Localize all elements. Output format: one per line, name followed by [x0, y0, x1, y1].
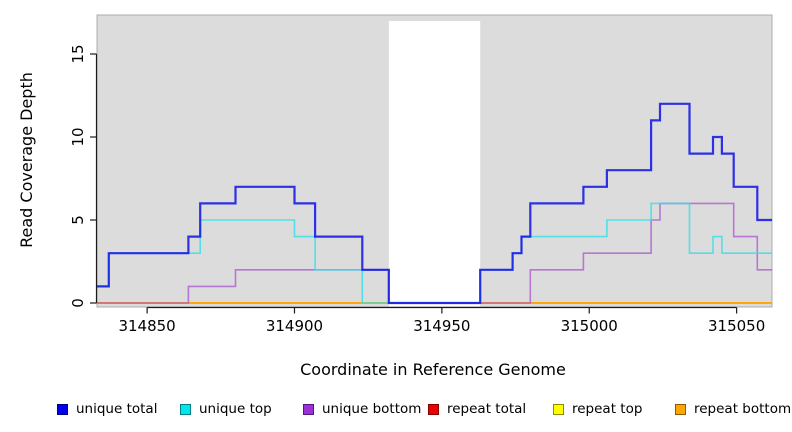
x-tick-label: 314900 — [265, 317, 324, 335]
legend-label: repeat total — [447, 401, 527, 417]
y-tick-label: 0 — [69, 298, 87, 308]
legend-label: unique bottom — [322, 401, 422, 417]
legend-item-repeat-total: repeat total — [428, 401, 526, 418]
legend-swatch-icon — [675, 404, 686, 415]
legend-swatch-icon — [553, 404, 564, 415]
legend-item-repeat-bottom: repeat bottom — [675, 401, 791, 418]
legend-label: repeat top — [572, 401, 643, 417]
y-tick-label: 5 — [69, 215, 87, 225]
legend-swatch-icon — [428, 404, 439, 415]
y-tick-label: 10 — [69, 127, 87, 147]
y-axis-title: Read Coverage Depth — [16, 72, 36, 248]
series-line-unique-total — [97, 102, 772, 305]
legend-swatch-icon — [57, 404, 68, 415]
y-tick-label: 15 — [69, 44, 87, 64]
x-tick-label: 314950 — [413, 317, 471, 335]
x-tick-label: 315000 — [560, 317, 618, 335]
legend-label: unique top — [199, 401, 272, 417]
x-tick-label: 314850 — [118, 317, 176, 335]
legend-swatch-icon — [303, 404, 314, 415]
legend-swatch-icon — [180, 404, 191, 415]
masked-region — [388, 21, 481, 307]
series-line-unique-bottom — [97, 202, 772, 304]
legend-item-unique-total: unique total — [57, 401, 157, 418]
legend-label: repeat bottom — [694, 401, 792, 417]
legend-item-unique-bottom: unique bottom — [303, 401, 421, 418]
legend-item-unique-top: unique top — [180, 401, 272, 418]
x-axis-title: Coordinate in Reference Genome — [300, 359, 566, 379]
legend-item-repeat-top: repeat top — [553, 401, 642, 418]
x-tick-label: 315050 — [707, 317, 766, 335]
legend-label: unique total — [76, 401, 158, 417]
